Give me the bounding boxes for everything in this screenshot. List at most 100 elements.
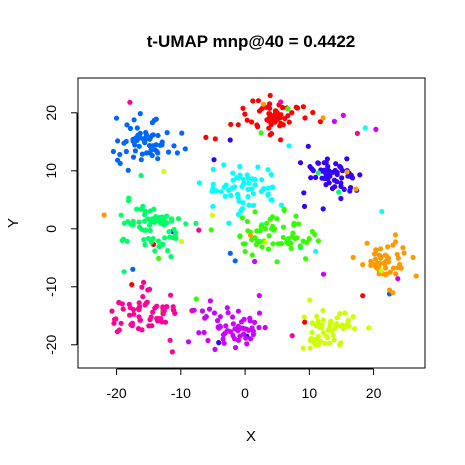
data-point-series-9: [366, 325, 372, 331]
data-point-series-9: [343, 323, 349, 329]
data-point-series-0: [278, 120, 284, 126]
data-point-series-3: [258, 188, 264, 195]
data-point-series-1: [137, 111, 143, 117]
data-point-series-5: [239, 215, 245, 221]
data-point-series-5: [242, 248, 248, 255]
data-point-series-4: [160, 241, 166, 248]
data-point-series-4: [119, 237, 125, 244]
data-point-series-6: [413, 273, 419, 279]
data-point-series-5: [303, 256, 309, 262]
data-point-series-7: [114, 329, 120, 335]
x-tick-label: -10: [171, 385, 191, 401]
data-point-series-3: [228, 192, 234, 198]
data-point-series-1: [115, 138, 121, 144]
data-point-series-3: [265, 167, 271, 173]
data-point-series-4: [121, 220, 127, 226]
data-point-series-1: [174, 150, 180, 156]
data-point-series-9: [309, 329, 315, 335]
data-point-series-5: [285, 106, 291, 112]
data-point-series-6: [382, 265, 389, 271]
data-point-series-2: [297, 160, 304, 166]
data-point-series-7: [170, 304, 176, 310]
data-point-series-8: [331, 118, 337, 124]
data-point-series-1: [124, 122, 130, 128]
data-point-series-4: [155, 238, 161, 244]
data-point-series-2: [357, 172, 363, 178]
data-point-series-2: [334, 171, 340, 178]
data-point-series-7: [278, 99, 284, 105]
data-point-series-5: [249, 252, 255, 258]
data-point-series-8: [256, 310, 263, 316]
data-point-series-0: [250, 98, 256, 104]
data-point-series-2: [331, 177, 337, 183]
data-point-series-4: [147, 222, 153, 228]
data-point-series-3: [265, 192, 271, 198]
data-point-series-9: [320, 307, 326, 314]
data-point-series-8: [199, 308, 205, 314]
data-point-series-2: [211, 157, 217, 163]
data-point-series-9: [315, 318, 321, 324]
data-point-series-2: [313, 174, 319, 180]
data-point-series-6: [395, 255, 401, 261]
data-point-series-5: [280, 224, 286, 230]
data-point-series-0: [256, 108, 263, 114]
data-point-series-6: [373, 250, 379, 256]
data-point-series-6: [387, 269, 393, 275]
data-point-series-0: [212, 136, 218, 142]
data-point-series-9: [320, 330, 326, 336]
data-point-series-5: [269, 226, 275, 232]
data-point-series-6: [400, 245, 406, 251]
data-point-series-4: [121, 269, 127, 275]
data-point-series-0: [129, 282, 135, 288]
data-point-series-4: [175, 216, 182, 222]
data-point-series-6: [344, 169, 350, 175]
data-point-series-9: [342, 310, 348, 316]
data-point-series-0: [302, 115, 308, 121]
data-point-series-6: [101, 212, 107, 218]
data-point-series-4: [152, 248, 158, 254]
data-point-series-2: [309, 166, 315, 172]
data-point-series-7: [154, 315, 160, 322]
data-point-series-1: [155, 132, 161, 139]
data-point-series-6: [390, 265, 397, 271]
data-point-series-8: [202, 315, 208, 321]
data-point-series-8: [240, 331, 247, 337]
data-point-series-2: [339, 175, 345, 181]
data-point-series-9: [352, 326, 358, 332]
data-point-series-9: [334, 315, 340, 321]
data-point-series-0: [278, 137, 284, 143]
data-point-series-7: [148, 314, 154, 320]
data-point-series-5: [208, 227, 214, 233]
data-point-series-5: [264, 220, 270, 226]
data-point-series-6: [368, 262, 374, 268]
data-point-series-0: [268, 131, 275, 137]
data-point-series-9: [331, 337, 337, 343]
data-point-series-3: [246, 180, 252, 186]
data-point-series-7: [127, 99, 133, 105]
data-point-series-8: [222, 330, 228, 336]
data-point-series-8: [201, 329, 207, 336]
data-point-series-5: [274, 216, 280, 222]
data-point-series-0: [249, 119, 255, 125]
data-point-series-2: [322, 175, 328, 182]
data-point-series-8: [241, 316, 247, 322]
data-point-series-4: [159, 214, 165, 220]
data-point-series-3: [237, 163, 243, 170]
data-point-series-8: [211, 310, 218, 316]
data-point-series-2: [338, 195, 344, 202]
data-point-series-1: [136, 143, 142, 149]
data-point-series-9: [301, 314, 307, 320]
data-point-series-0: [267, 92, 273, 99]
data-point-series-3: [235, 211, 242, 217]
data-point-series-4: [183, 221, 189, 227]
data-point-series-2: [344, 156, 350, 162]
data-point-series-2: [308, 175, 314, 181]
data-point-series-5: [293, 213, 299, 219]
data-point-series-1: [164, 130, 170, 136]
data-point-series-9: [350, 314, 356, 320]
data-point-series-4: [153, 214, 159, 220]
data-point-series-4: [164, 213, 170, 219]
data-point-series-1: [121, 140, 127, 146]
data-point-series-9: [345, 317, 352, 323]
data-point-series-3: [379, 208, 385, 215]
